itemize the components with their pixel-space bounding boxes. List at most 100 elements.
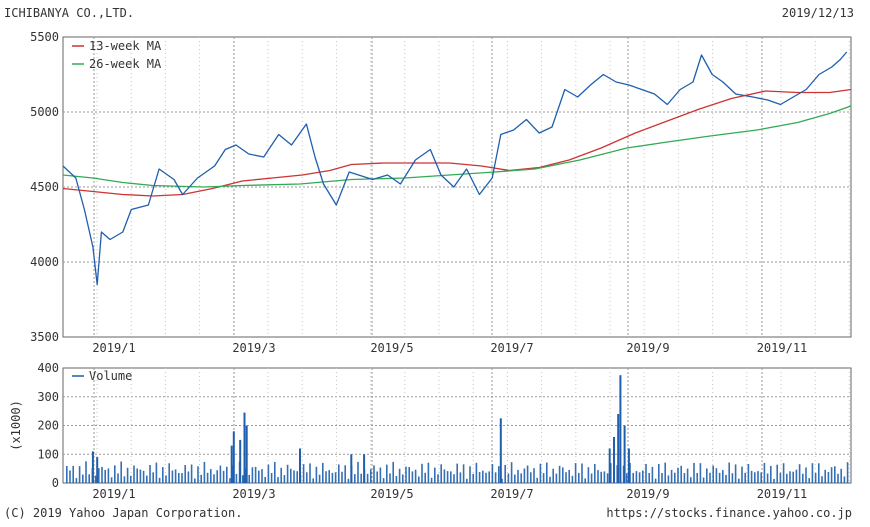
- volume-bar: [88, 474, 90, 483]
- volume-bar: [299, 474, 302, 483]
- volume-bar: [405, 466, 407, 483]
- volume-bar: [574, 463, 577, 483]
- volume-bar: [677, 467, 679, 483]
- volume-bar: [402, 474, 404, 483]
- volume-bar: [232, 465, 234, 483]
- volume-bar: [69, 470, 71, 483]
- price-xtick-label: 2019/9: [626, 341, 669, 355]
- volume-xtick-label: 2019/7: [490, 487, 533, 501]
- volume-bar: [152, 472, 154, 483]
- volume-bar: [623, 425, 626, 483]
- price-ytick-label: 5000: [30, 105, 59, 119]
- volume-bar: [239, 439, 242, 483]
- volume-bar: [699, 463, 702, 483]
- volume-bar: [501, 478, 503, 483]
- volume-bar: [786, 473, 788, 483]
- price-xtick-label: 2019/11: [757, 341, 808, 355]
- volume-bar: [629, 462, 631, 483]
- volume-bar: [734, 464, 737, 483]
- volume-bar: [811, 463, 814, 483]
- volume-bar: [347, 478, 350, 483]
- volume-bar: [66, 466, 68, 483]
- volume-bar: [632, 472, 634, 483]
- volume-bar: [510, 462, 513, 483]
- volume-bar: [254, 466, 257, 483]
- volume-bar: [453, 474, 455, 483]
- volume-ytick-label: 400: [37, 361, 59, 375]
- series-line-26-week-ma: [62, 105, 852, 188]
- volume-bar: [181, 473, 183, 483]
- volume-ytick-label: 300: [37, 390, 59, 404]
- volume-bar: [789, 471, 791, 483]
- volume-bar: [600, 471, 602, 483]
- volume-bar: [840, 468, 842, 483]
- volume-bar: [96, 457, 99, 483]
- volume-bar: [363, 469, 366, 483]
- volume-bar: [750, 470, 753, 483]
- volume-bar: [546, 462, 548, 483]
- volume-bar: [283, 475, 286, 483]
- volume-bar: [523, 468, 526, 483]
- volume-bar: [530, 472, 532, 483]
- volume-bar: [251, 467, 254, 483]
- volume-bar: [776, 464, 778, 483]
- volume-bar: [584, 478, 586, 483]
- volume-bar: [779, 472, 782, 483]
- volume-bar: [210, 469, 212, 483]
- volume-bar: [722, 470, 724, 483]
- volume-bar: [747, 464, 750, 483]
- volume-bar: [243, 412, 246, 483]
- volume-bar: [578, 472, 580, 483]
- volume-bar: [821, 476, 823, 483]
- volume-ytick-label: 100: [37, 447, 59, 461]
- volume-bar: [680, 465, 682, 483]
- volume-bar: [555, 473, 558, 483]
- volume-bar: [456, 463, 458, 483]
- volume-bar: [174, 469, 177, 483]
- volume-bar: [715, 468, 718, 483]
- volume-bar: [277, 477, 279, 483]
- volume-xtick-label: 2019/9: [626, 487, 669, 501]
- volume-xtick-label: 2019/1: [92, 487, 135, 501]
- volume-bar: [690, 477, 692, 483]
- price-ytick-label: 5500: [30, 30, 59, 44]
- volume-bar: [814, 472, 817, 483]
- volume-axis-label: (x1000): [9, 400, 23, 451]
- volume-bar: [203, 461, 206, 483]
- volume-bar: [312, 478, 314, 483]
- volume-bar: [318, 474, 321, 483]
- volume-bar: [661, 473, 663, 483]
- volume-bar: [536, 477, 538, 483]
- volume-bar: [760, 472, 762, 483]
- volume-bar: [552, 468, 554, 483]
- volume-ytick-label: 200: [37, 419, 59, 433]
- volume-bar: [75, 478, 78, 483]
- legend-label: 26-week MA: [89, 57, 162, 71]
- copyright: (C) 2019 Yahoo Japan Corporation.: [4, 506, 243, 520]
- volume-bar: [517, 469, 519, 483]
- volume-bar: [114, 465, 116, 483]
- volume-bar: [627, 448, 630, 483]
- volume-bar: [565, 472, 567, 483]
- volume-bar: [603, 471, 606, 483]
- volume-bar: [488, 471, 490, 483]
- volume-bar: [389, 473, 391, 483]
- volume-bar: [581, 463, 583, 483]
- volume-bar: [155, 462, 158, 483]
- volume-bar: [558, 465, 561, 483]
- volume-bar: [597, 470, 599, 483]
- volume-bar: [366, 473, 369, 483]
- volume-bar: [606, 473, 609, 483]
- volume-bar: [91, 468, 94, 483]
- volume-bar: [709, 472, 711, 483]
- volume-bar: [472, 473, 474, 483]
- series-line-13-week-ma: [62, 88, 852, 197]
- company-name: ICHIBANYA CO.,LTD.: [4, 6, 135, 20]
- volume-bar: [616, 465, 618, 483]
- volume-bar: [142, 470, 145, 483]
- legend-label: Volume: [89, 369, 132, 383]
- volume-bar: [568, 470, 570, 483]
- volume-bar: [539, 463, 542, 483]
- volume-bar: [219, 465, 222, 483]
- volume-bar: [146, 475, 148, 483]
